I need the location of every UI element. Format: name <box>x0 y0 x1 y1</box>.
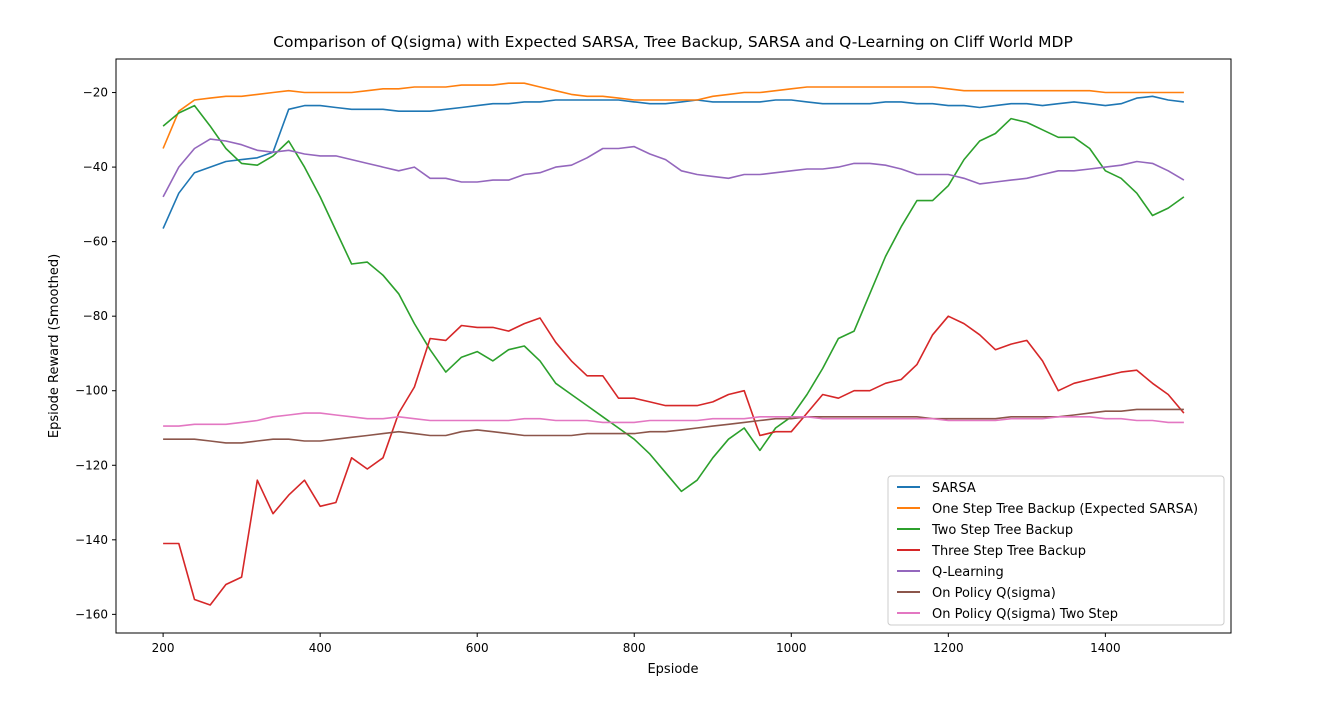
y-tick-label: −160 <box>75 607 108 621</box>
x-tick-label: 800 <box>623 641 646 655</box>
plot-frame <box>115 58 1232 634</box>
legend-label-5: On Policy Q(sigma) <box>932 586 1056 601</box>
series-line-1 <box>162 82 1184 149</box>
legend-box <box>887 475 1225 626</box>
x-tick-label: 400 <box>309 641 332 655</box>
x-axis-label: Epsiode <box>647 662 698 677</box>
series-line-2 <box>162 104 1185 493</box>
legend: SARSA One Step Tree Backup (Expected SARS… <box>887 475 1225 626</box>
series-line-3 <box>163 315 1185 606</box>
x-tick-label: 1200 <box>933 641 964 655</box>
y-tick-label: −60 <box>83 235 108 249</box>
legend-label-2: Two Step Tree Backup <box>931 523 1073 538</box>
series-layer <box>162 82 1185 606</box>
series-line-5 <box>163 408 1184 444</box>
x-tick-label: 1000 <box>776 641 807 655</box>
legend-label-4: Q-Learning <box>932 565 1004 580</box>
y-tick-label: −20 <box>83 86 108 100</box>
y-tick-label: −140 <box>75 533 108 547</box>
legend-label-6: On Policy Q(sigma) Two Step <box>932 607 1118 622</box>
series-line-6 <box>163 412 1184 427</box>
y-axis: −20 −40 −60 −80 −100 −120 −140 −160 <box>75 86 116 621</box>
legend-label-3: Three Step Tree Backup <box>931 544 1086 559</box>
y-tick-label: −100 <box>75 384 108 398</box>
x-tick-label: 1400 <box>1090 641 1121 655</box>
x-tick-label: 600 <box>466 641 489 655</box>
series-line-4 <box>162 138 1185 198</box>
legend-label-0: SARSA <box>932 481 976 496</box>
x-tick-label: 200 <box>152 641 175 655</box>
x-axis: 200 400 600 800 1000 1200 1400 <box>152 633 1121 655</box>
y-tick-label: −40 <box>83 160 108 174</box>
y-tick-label: −120 <box>75 458 108 472</box>
series-line-0 <box>162 95 1184 229</box>
y-tick-label: −80 <box>83 309 108 323</box>
chart-title: Comparison of Q(sigma) with Expected SAR… <box>273 33 1073 51</box>
legend-label-1: One Step Tree Backup (Expected SARSA) <box>932 502 1198 517</box>
y-axis-label: Epsiode Reward (Smoothed) <box>47 254 62 438</box>
